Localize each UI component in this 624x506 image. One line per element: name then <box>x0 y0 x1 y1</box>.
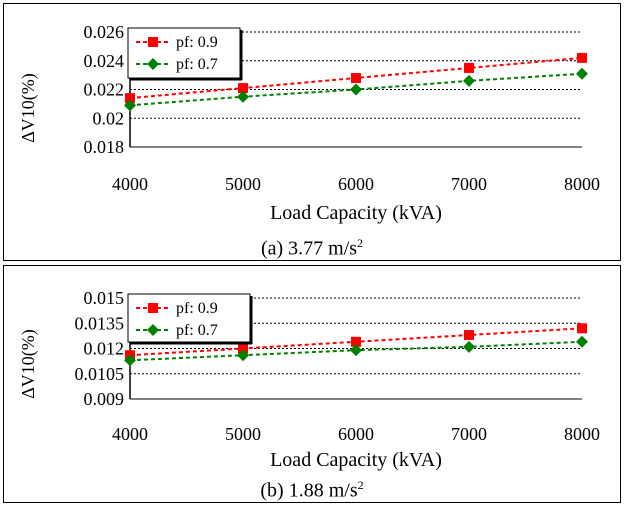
x-axis-label: Load Capacity (kVA) <box>270 449 442 471</box>
data-point <box>350 344 362 357</box>
x-tick-label: 7000 <box>451 174 487 194</box>
data-point <box>124 354 136 367</box>
legend-marker <box>148 37 158 47</box>
caption-a-sup: 2 <box>357 236 364 250</box>
data-point <box>351 336 361 347</box>
caption-a-text: (a) 3.77 m/s <box>260 237 358 260</box>
data-point <box>464 62 474 73</box>
legend-marker <box>147 324 159 336</box>
legend-marker <box>147 58 159 70</box>
data-point <box>576 335 588 348</box>
y-tick-label: 0.009 <box>84 389 125 409</box>
caption-b-text: (b) 1.88 m/s <box>260 479 358 502</box>
x-tick-label: 8000 <box>564 424 600 444</box>
data-point <box>577 52 587 63</box>
chart-a-svg: 0.026 0.024 0.022 0.02 0.018 4000 5000 6000 7000… <box>18 22 600 224</box>
y-tick-label: 0.024 <box>84 51 125 71</box>
legend-label: pf: 0.9 <box>176 300 218 317</box>
caption-b-sup: 2 <box>357 478 364 492</box>
data-point <box>237 90 249 103</box>
y-tick-label: 0.0135 <box>75 313 125 333</box>
chart-panel-a: 0.026 0.024 0.022 0.02 0.018 4000 5000 6000 7000… <box>3 3 621 261</box>
chart-panel-b: 0.015 0.0135 0.012 0.0105 0.009 4000 5000 6000 7… <box>3 265 621 503</box>
data-point <box>351 73 361 83</box>
x-tick-label: 6000 <box>338 424 374 444</box>
x-tick-label: 5000 <box>225 174 261 194</box>
x-tick-label: 4000 <box>112 174 148 194</box>
data-point <box>576 67 588 80</box>
x-tick-label: 7000 <box>451 424 487 444</box>
data-point <box>464 330 474 341</box>
caption-a: (a) 3.77 m/s2 <box>4 232 620 260</box>
data-point <box>238 83 248 94</box>
legend-label: pf: 0.9 <box>176 34 218 51</box>
y-tick-label: 0.018 <box>84 137 125 157</box>
x-tick-label: 5000 <box>225 424 261 444</box>
chart-b-svg: 0.015 0.0135 0.012 0.0105 0.009 4000 5000 6000 7… <box>18 288 600 471</box>
data-point <box>238 343 248 354</box>
legend-marker <box>148 303 158 313</box>
legend-box <box>127 293 251 343</box>
data-point <box>237 349 249 362</box>
x-tick-label: 8000 <box>564 174 600 194</box>
x-tick-label: 4000 <box>112 424 148 444</box>
y-tick-label: 0.015 <box>84 288 125 308</box>
data-point <box>577 323 587 334</box>
y-tick-label: 0.012 <box>84 339 125 359</box>
y-axis-label: ΔV10(%) <box>18 329 39 399</box>
legend-label: pf: 0.7 <box>176 322 218 339</box>
y-tick-label: 0.026 <box>84 22 125 42</box>
caption-b: (b) 1.88 m/s2 <box>4 474 620 502</box>
data-point <box>463 74 475 87</box>
legend-label: pf: 0.7 <box>176 56 218 73</box>
data-point <box>125 93 135 104</box>
y-tick-label: 0.02 <box>93 108 125 128</box>
x-axis-label: Load Capacity (kVA) <box>270 202 442 224</box>
y-tick-label: 0.022 <box>84 80 125 100</box>
y-tick-label: 0.0105 <box>75 364 125 384</box>
x-tick-label: 6000 <box>338 174 374 194</box>
y-axis-label: ΔV10(%) <box>18 73 39 143</box>
data-point <box>463 340 475 353</box>
data-point <box>350 83 362 96</box>
data-point <box>124 99 136 112</box>
